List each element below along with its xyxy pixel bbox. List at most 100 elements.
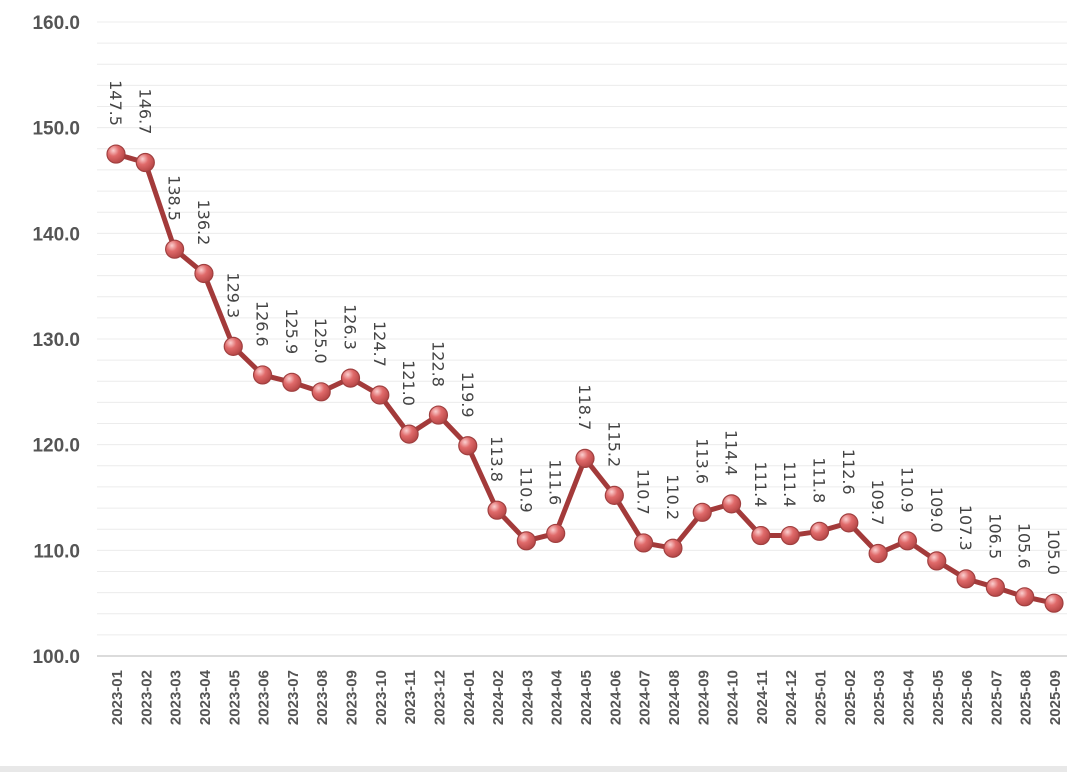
data-point-marker: [604, 485, 624, 505]
data-point-marker: [839, 513, 859, 533]
x-tick-label: 2024-10: [725, 670, 742, 725]
data-points: [106, 144, 1064, 613]
data-point-marker: [927, 551, 947, 571]
x-tick-label: 2024-06: [607, 670, 624, 725]
data-label: 125.0: [311, 318, 330, 364]
data-labels: 147.5 146.7 138.5 136.2 129.3 126.6 125.9 125.0…: [106, 80, 1063, 575]
y-tick-label: 120.0: [32, 436, 80, 457]
data-label: 121.0: [399, 360, 418, 406]
x-tick-label: 2025-03: [871, 670, 888, 725]
data-label: 110.9: [516, 467, 535, 513]
x-tick-label: 2025-08: [1018, 670, 1035, 725]
data-label: 118.7: [575, 384, 594, 430]
x-tick-label: 2024-07: [637, 670, 654, 725]
data-point-marker: [1015, 587, 1035, 607]
gridlines: [97, 21, 1067, 657]
x-tick-label: 2023-05: [226, 670, 243, 725]
x-tick-label: 2024-12: [783, 670, 800, 725]
data-label: 111.8: [810, 457, 829, 503]
data-point-marker: [546, 523, 566, 544]
x-tick-label: 2024-09: [695, 670, 712, 725]
data-label: 125.9: [282, 308, 301, 354]
data-label: 105.6: [1015, 523, 1034, 569]
data-point-marker: [516, 531, 536, 551]
data-label: 119.9: [458, 372, 477, 418]
data-label: 109.0: [927, 487, 946, 533]
data-label: 111.6: [546, 459, 565, 505]
y-axis-ticks: 100.0 110.0 120.0 130.0 140.0 150.0 160.0: [32, 13, 80, 668]
x-axis-ticks: 2023-01 2023-02 2023-03 2023-04 2023-05 2023-…: [109, 669, 1064, 725]
data-point-marker: [370, 385, 390, 405]
data-label: 112.6: [839, 449, 858, 495]
data-point-marker: [135, 152, 155, 173]
data-label: 122.8: [428, 341, 447, 387]
x-tick-label: 2023-06: [256, 670, 273, 725]
x-tick-label: 2025-01: [813, 670, 830, 725]
x-tick-label: 2023-10: [373, 670, 390, 725]
y-tick-label: 100.0: [32, 647, 80, 668]
data-label: 129.3: [223, 272, 242, 318]
data-label: 111.4: [751, 462, 770, 508]
data-point-marker: [252, 365, 273, 385]
data-point-marker: [1044, 593, 1064, 613]
data-point-marker: [780, 525, 800, 546]
x-tick-label: 2023-11: [402, 670, 419, 724]
data-label: 110.7: [634, 469, 653, 515]
x-tick-label: 2024-03: [519, 670, 536, 725]
data-label: 113.8: [487, 436, 506, 482]
x-tick-label: 2024-01: [461, 670, 478, 725]
x-tick-label: 2024-05: [578, 670, 595, 725]
x-tick-label: 2025-09: [1047, 670, 1064, 725]
x-tick-label: 2024-04: [549, 669, 566, 725]
x-tick-label: 2024-08: [666, 670, 683, 725]
data-point-marker: [868, 543, 888, 564]
data-label: 106.5: [985, 513, 1004, 559]
data-point-marker: [897, 531, 918, 551]
x-tick-label: 2024-11: [754, 670, 771, 724]
x-tick-label: 2023-03: [168, 670, 185, 725]
data-label: 105.0: [1044, 529, 1063, 575]
data-label: 107.3: [956, 505, 975, 551]
x-tick-label: 2023-01: [109, 670, 126, 725]
x-tick-label: 2023-08: [314, 670, 331, 725]
data-point-marker: [282, 372, 302, 392]
data-point-marker: [399, 424, 419, 444]
y-tick-label: 140.0: [32, 224, 80, 245]
x-tick-label: 2025-06: [959, 670, 976, 725]
data-point-marker: [194, 263, 214, 284]
data-point-marker: [458, 436, 478, 456]
x-tick-label: 2023-07: [285, 670, 302, 725]
data-label: 124.7: [370, 321, 389, 367]
data-label: 115.2: [604, 421, 623, 467]
data-point-marker: [311, 382, 331, 402]
data-point-marker: [692, 502, 712, 522]
data-label: 111.4: [780, 462, 799, 508]
data-point-marker: [165, 239, 185, 259]
x-tick-label: 2025-04: [900, 669, 917, 725]
data-point-marker: [106, 144, 126, 164]
data-label: 146.7: [135, 89, 154, 135]
data-point-marker: [751, 525, 771, 546]
x-tick-label: 2025-02: [842, 670, 859, 725]
data-point-marker: [663, 538, 683, 558]
x-tick-label: 2023-02: [138, 670, 155, 725]
y-tick-label: 130.0: [32, 330, 80, 351]
data-point-marker: [223, 336, 243, 356]
x-tick-label: 2023-12: [431, 670, 448, 725]
data-point-marker: [721, 494, 742, 514]
x-tick-label: 2025-07: [988, 670, 1005, 725]
y-tick-label: 150.0: [32, 119, 80, 140]
x-tick-label: 2024-02: [490, 670, 507, 725]
bottom-scroll-strip: [0, 766, 1067, 772]
data-label: 138.5: [165, 175, 184, 221]
data-point-marker: [575, 448, 595, 469]
data-point-marker: [634, 533, 654, 553]
data-label: 136.2: [194, 199, 213, 245]
data-point-marker: [956, 569, 976, 589]
x-tick-label: 2025-05: [930, 670, 947, 725]
data-point-marker: [487, 500, 507, 520]
y-tick-label: 160.0: [32, 13, 80, 34]
y-tick-label: 110.0: [34, 541, 81, 562]
data-label: 126.3: [341, 304, 360, 350]
data-label: 110.9: [897, 467, 916, 513]
